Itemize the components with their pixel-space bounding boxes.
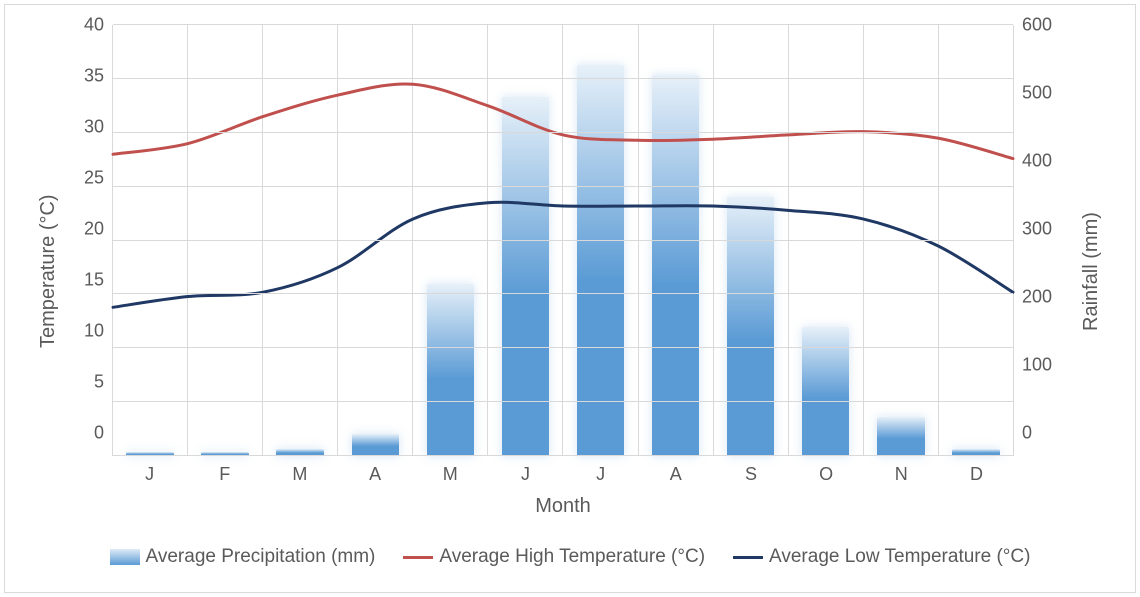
x-tick-label: M xyxy=(262,464,337,485)
x-axis-labels: JFMAMJJASOND xyxy=(112,464,1014,485)
x-tick-label: J xyxy=(488,464,563,485)
y-right-tick: 300 xyxy=(1022,219,1070,240)
y-axis-right-ticks: 6005004003002001000 xyxy=(1022,25,1070,518)
y-left-tick: 20 xyxy=(70,219,104,240)
gridline xyxy=(113,186,1013,187)
x-axis-title: Month xyxy=(112,495,1014,518)
chart-container: Temperature (°C) 4035302520151050 JFMAMJ… xyxy=(4,4,1136,593)
y-left-tick: 10 xyxy=(70,321,104,342)
x-tick-label: N xyxy=(864,464,939,485)
legend-label: Average Low Temperature (°C) xyxy=(769,546,1030,568)
x-tick-label: A xyxy=(338,464,413,485)
x-tick-label: M xyxy=(413,464,488,485)
line-overlay xyxy=(113,25,1013,456)
y-axis-left-ticks: 4035302520151050 xyxy=(70,25,104,518)
x-tick-label: F xyxy=(187,464,262,485)
low_temp-line xyxy=(113,202,1013,307)
plot-zone: Temperature (°C) 4035302520151050 JFMAMJ… xyxy=(35,25,1105,518)
y-left-tick: 35 xyxy=(70,66,104,87)
gridline xyxy=(113,24,1013,25)
y-right-tick: 600 xyxy=(1022,15,1070,36)
gridline xyxy=(113,240,1013,241)
legend-item-precipitation: Average Precipitation (mm) xyxy=(110,546,376,568)
x-tick-label: J xyxy=(563,464,638,485)
gridline xyxy=(113,293,1013,294)
legend-item-high_temp: Average High Temperature (°C) xyxy=(403,546,705,568)
y-left-tick: 25 xyxy=(70,168,104,189)
plot-area xyxy=(112,25,1014,456)
high_temp-line xyxy=(113,84,1013,159)
y-axis-right-title: Rainfall (mm) xyxy=(1078,25,1105,518)
y-axis-left-title: Temperature (°C) xyxy=(35,25,62,518)
y-right-tick: 500 xyxy=(1022,83,1070,104)
legend-swatch-line xyxy=(733,556,763,559)
gridline xyxy=(113,78,1013,79)
legend-label: Average High Temperature (°C) xyxy=(439,546,705,568)
legend-item-low_temp: Average Low Temperature (°C) xyxy=(733,546,1030,568)
x-tick-label: A xyxy=(638,464,713,485)
y-right-tick: 400 xyxy=(1022,151,1070,172)
gridline xyxy=(113,132,1013,133)
plot-column: JFMAMJJASOND Month xyxy=(112,25,1014,518)
gridline xyxy=(113,401,1013,402)
gridline xyxy=(113,455,1013,456)
y-left-tick: 15 xyxy=(70,270,104,291)
gridline xyxy=(113,347,1013,348)
x-tick-label: D xyxy=(939,464,1014,485)
legend-label: Average Precipitation (mm) xyxy=(146,546,376,568)
y-left-tick: 5 xyxy=(70,372,104,393)
y-right-tick: 200 xyxy=(1022,287,1070,308)
legend-swatch-bar xyxy=(110,549,140,565)
y-right-tick: 0 xyxy=(1022,423,1070,444)
y-right-tick: 100 xyxy=(1022,355,1070,376)
legend: Average Precipitation (mm) Average High T… xyxy=(35,546,1105,568)
y-left-tick: 40 xyxy=(70,15,104,36)
legend-swatch-line xyxy=(403,556,433,559)
y-left-tick: 0 xyxy=(70,423,104,444)
x-tick-label: J xyxy=(112,464,187,485)
y-left-tick: 30 xyxy=(70,117,104,138)
x-tick-label: O xyxy=(789,464,864,485)
x-tick-label: S xyxy=(713,464,788,485)
